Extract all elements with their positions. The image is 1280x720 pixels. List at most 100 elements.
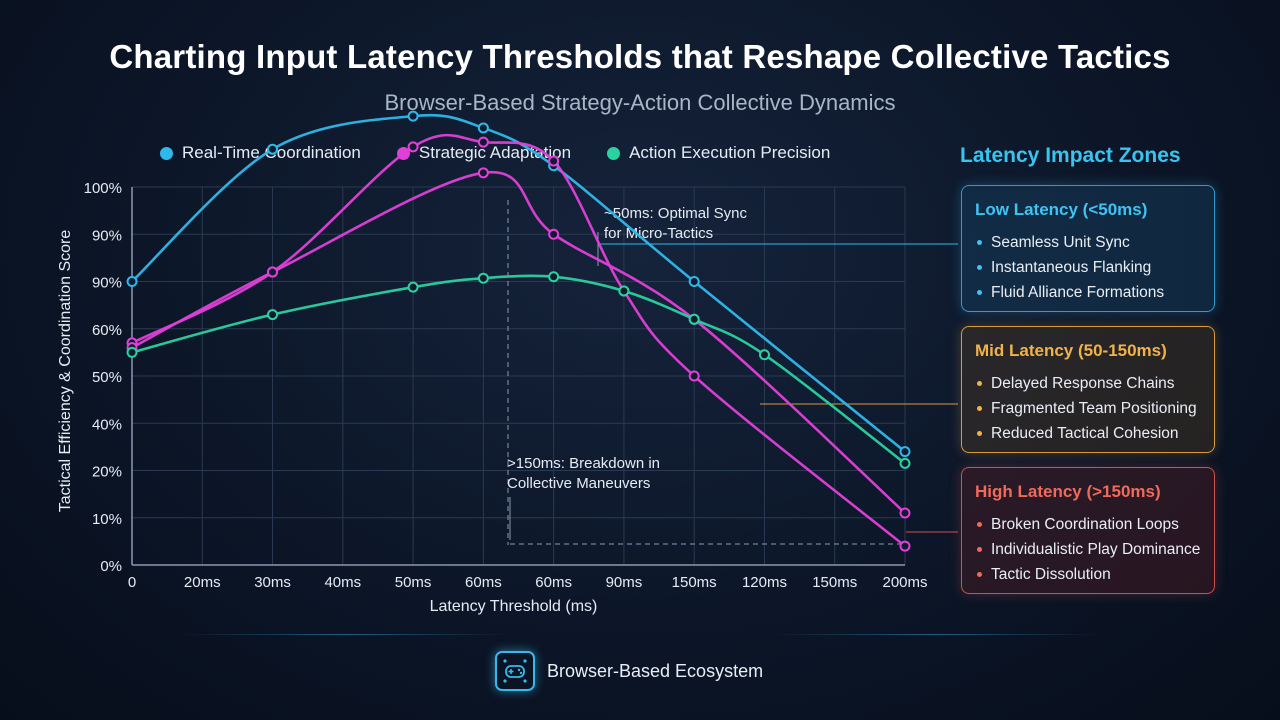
bullet-icon <box>977 431 982 436</box>
data-point <box>407 110 419 122</box>
x-tick-label: 0 <box>128 574 136 591</box>
data-point <box>688 313 700 325</box>
zone-item: Delayed Response Chains <box>975 371 1202 396</box>
data-point <box>477 167 489 179</box>
data-point <box>477 272 489 284</box>
zone-mid-latency: Mid Latency (50-150ms) Delayed Response … <box>961 326 1215 453</box>
x-tick-label: 60ms <box>465 574 502 591</box>
y-tick-label: 50% <box>92 369 122 386</box>
data-point <box>899 446 911 458</box>
data-point <box>407 281 419 293</box>
x-tick-label: 40ms <box>324 574 361 591</box>
bullet-icon <box>977 522 982 527</box>
zone-item-label: Individualistic Play Dominance <box>991 540 1201 558</box>
data-point <box>899 507 911 519</box>
y-tick-label: 20% <box>92 464 122 481</box>
bullet-icon <box>977 240 982 245</box>
data-point <box>758 349 770 361</box>
bullet-icon <box>977 547 982 552</box>
data-point <box>126 276 138 287</box>
zone-item-label: Reduced Tactical Cohesion <box>991 424 1179 442</box>
bullet-icon <box>977 406 982 411</box>
zone-item-label: Fluid Alliance Formations <box>991 283 1165 301</box>
data-point <box>618 285 630 297</box>
gamepad-network-icon <box>495 651 535 691</box>
data-point <box>477 136 489 148</box>
legend-item-action: Action Execution Precision <box>607 143 830 163</box>
data-point <box>688 370 700 382</box>
bullet-icon <box>977 265 982 270</box>
data-point <box>477 122 489 134</box>
y-tick-label: 60% <box>92 322 122 339</box>
legend-dot-icon <box>607 146 621 160</box>
x-tick-label: 20ms <box>184 574 221 591</box>
zone-low-latency: Low Latency (<50ms) Seamless Unit Sync I… <box>961 185 1215 312</box>
zone-item: Seamless Unit Sync <box>975 230 1202 255</box>
data-point <box>126 346 138 358</box>
zone-item-label: Instantaneous Flanking <box>991 258 1152 276</box>
zone-item-label: Fragmented Team Positioning <box>991 399 1197 417</box>
zone-item: Fragmented Team Positioning <box>975 396 1202 421</box>
x-axis-label: Latency Threshold (ms) <box>430 598 598 615</box>
data-point <box>548 271 560 283</box>
data-point <box>267 309 279 321</box>
bullet-icon <box>977 381 982 386</box>
y-axis-label: Tactical Efficiency & Coordination Score <box>57 230 74 513</box>
bullet-icon <box>977 572 982 577</box>
legend-dot-icon <box>160 146 173 160</box>
data-point <box>548 155 560 167</box>
zone-item-label: Tactic Dissolution <box>991 565 1111 583</box>
zones-title: Latency Impact Zones <box>960 144 1181 167</box>
footer-label: Browser-Based Ecosystem <box>547 660 764 681</box>
data-point <box>899 457 911 469</box>
series-line <box>131 274 906 465</box>
zone-heading: Mid Latency (50-150ms) <box>975 341 1167 360</box>
x-tick-label: 90ms <box>606 574 643 591</box>
y-tick-label: 40% <box>92 416 122 433</box>
series-line <box>131 170 906 514</box>
x-tick-label: 200ms <box>882 574 927 591</box>
footer-glow-line <box>180 634 510 635</box>
x-tick-label: 150ms <box>812 574 857 591</box>
zone-item: Fluid Alliance Formations <box>975 280 1202 305</box>
chart-annotation: >150ms: Breakdown in <box>507 455 660 472</box>
zone-item: Individualistic Play Dominance <box>975 537 1202 562</box>
y-tick-label: 0% <box>100 558 122 575</box>
data-point <box>407 141 419 153</box>
x-tick-label: 120ms <box>742 574 787 591</box>
data-point <box>267 266 279 278</box>
chart-annotation: Collective Maneuvers <box>507 475 650 492</box>
zone-item: Broken Coordination Loops <box>975 512 1202 537</box>
data-point <box>548 228 560 240</box>
zone-item-label: Delayed Response Chains <box>991 374 1175 392</box>
chart-annotation: for Micro-Tactics <box>604 225 713 242</box>
bullet-icon <box>977 290 982 295</box>
zone-item: Reduced Tactical Cohesion <box>975 421 1202 446</box>
y-tick-label: 10% <box>92 511 122 528</box>
y-tick-label: 90% <box>92 275 122 292</box>
zone-heading: High Latency (>150ms) <box>975 482 1161 501</box>
zone-item: Instantaneous Flanking <box>975 255 1202 280</box>
data-point <box>267 143 279 155</box>
legend-label: Action Execution Precision <box>629 143 831 162</box>
series-line <box>131 133 906 548</box>
x-tick-label: 60ms <box>535 574 572 591</box>
footer-ecosystem: Browser-Based Ecosystem <box>495 651 763 691</box>
zone-high-latency: High Latency (>150ms) Broken Coordinatio… <box>961 467 1215 594</box>
zone-item: Tactic Dissolution <box>975 562 1202 587</box>
chart-annotation: ~50ms: Optimal Sync <box>604 205 747 222</box>
page-subtitle: Browser-Based Strategy-Action Collective… <box>384 90 896 115</box>
data-point <box>688 276 700 287</box>
x-tick-label: 50ms <box>395 574 432 591</box>
zone-heading: Low Latency (<50ms) <box>975 200 1148 219</box>
y-tick-label: 100% <box>84 180 122 197</box>
x-tick-label: 150ms <box>672 574 717 591</box>
footer-glow-line <box>770 634 1100 635</box>
zone-item-label: Seamless Unit Sync <box>991 233 1130 251</box>
x-tick-label: 30ms <box>254 574 291 591</box>
data-point <box>899 540 911 552</box>
page-title: Charting Input Latency Thresholds that R… <box>109 38 1171 75</box>
y-tick-label: 90% <box>92 227 122 244</box>
zone-item-label: Broken Coordination Loops <box>991 515 1179 533</box>
